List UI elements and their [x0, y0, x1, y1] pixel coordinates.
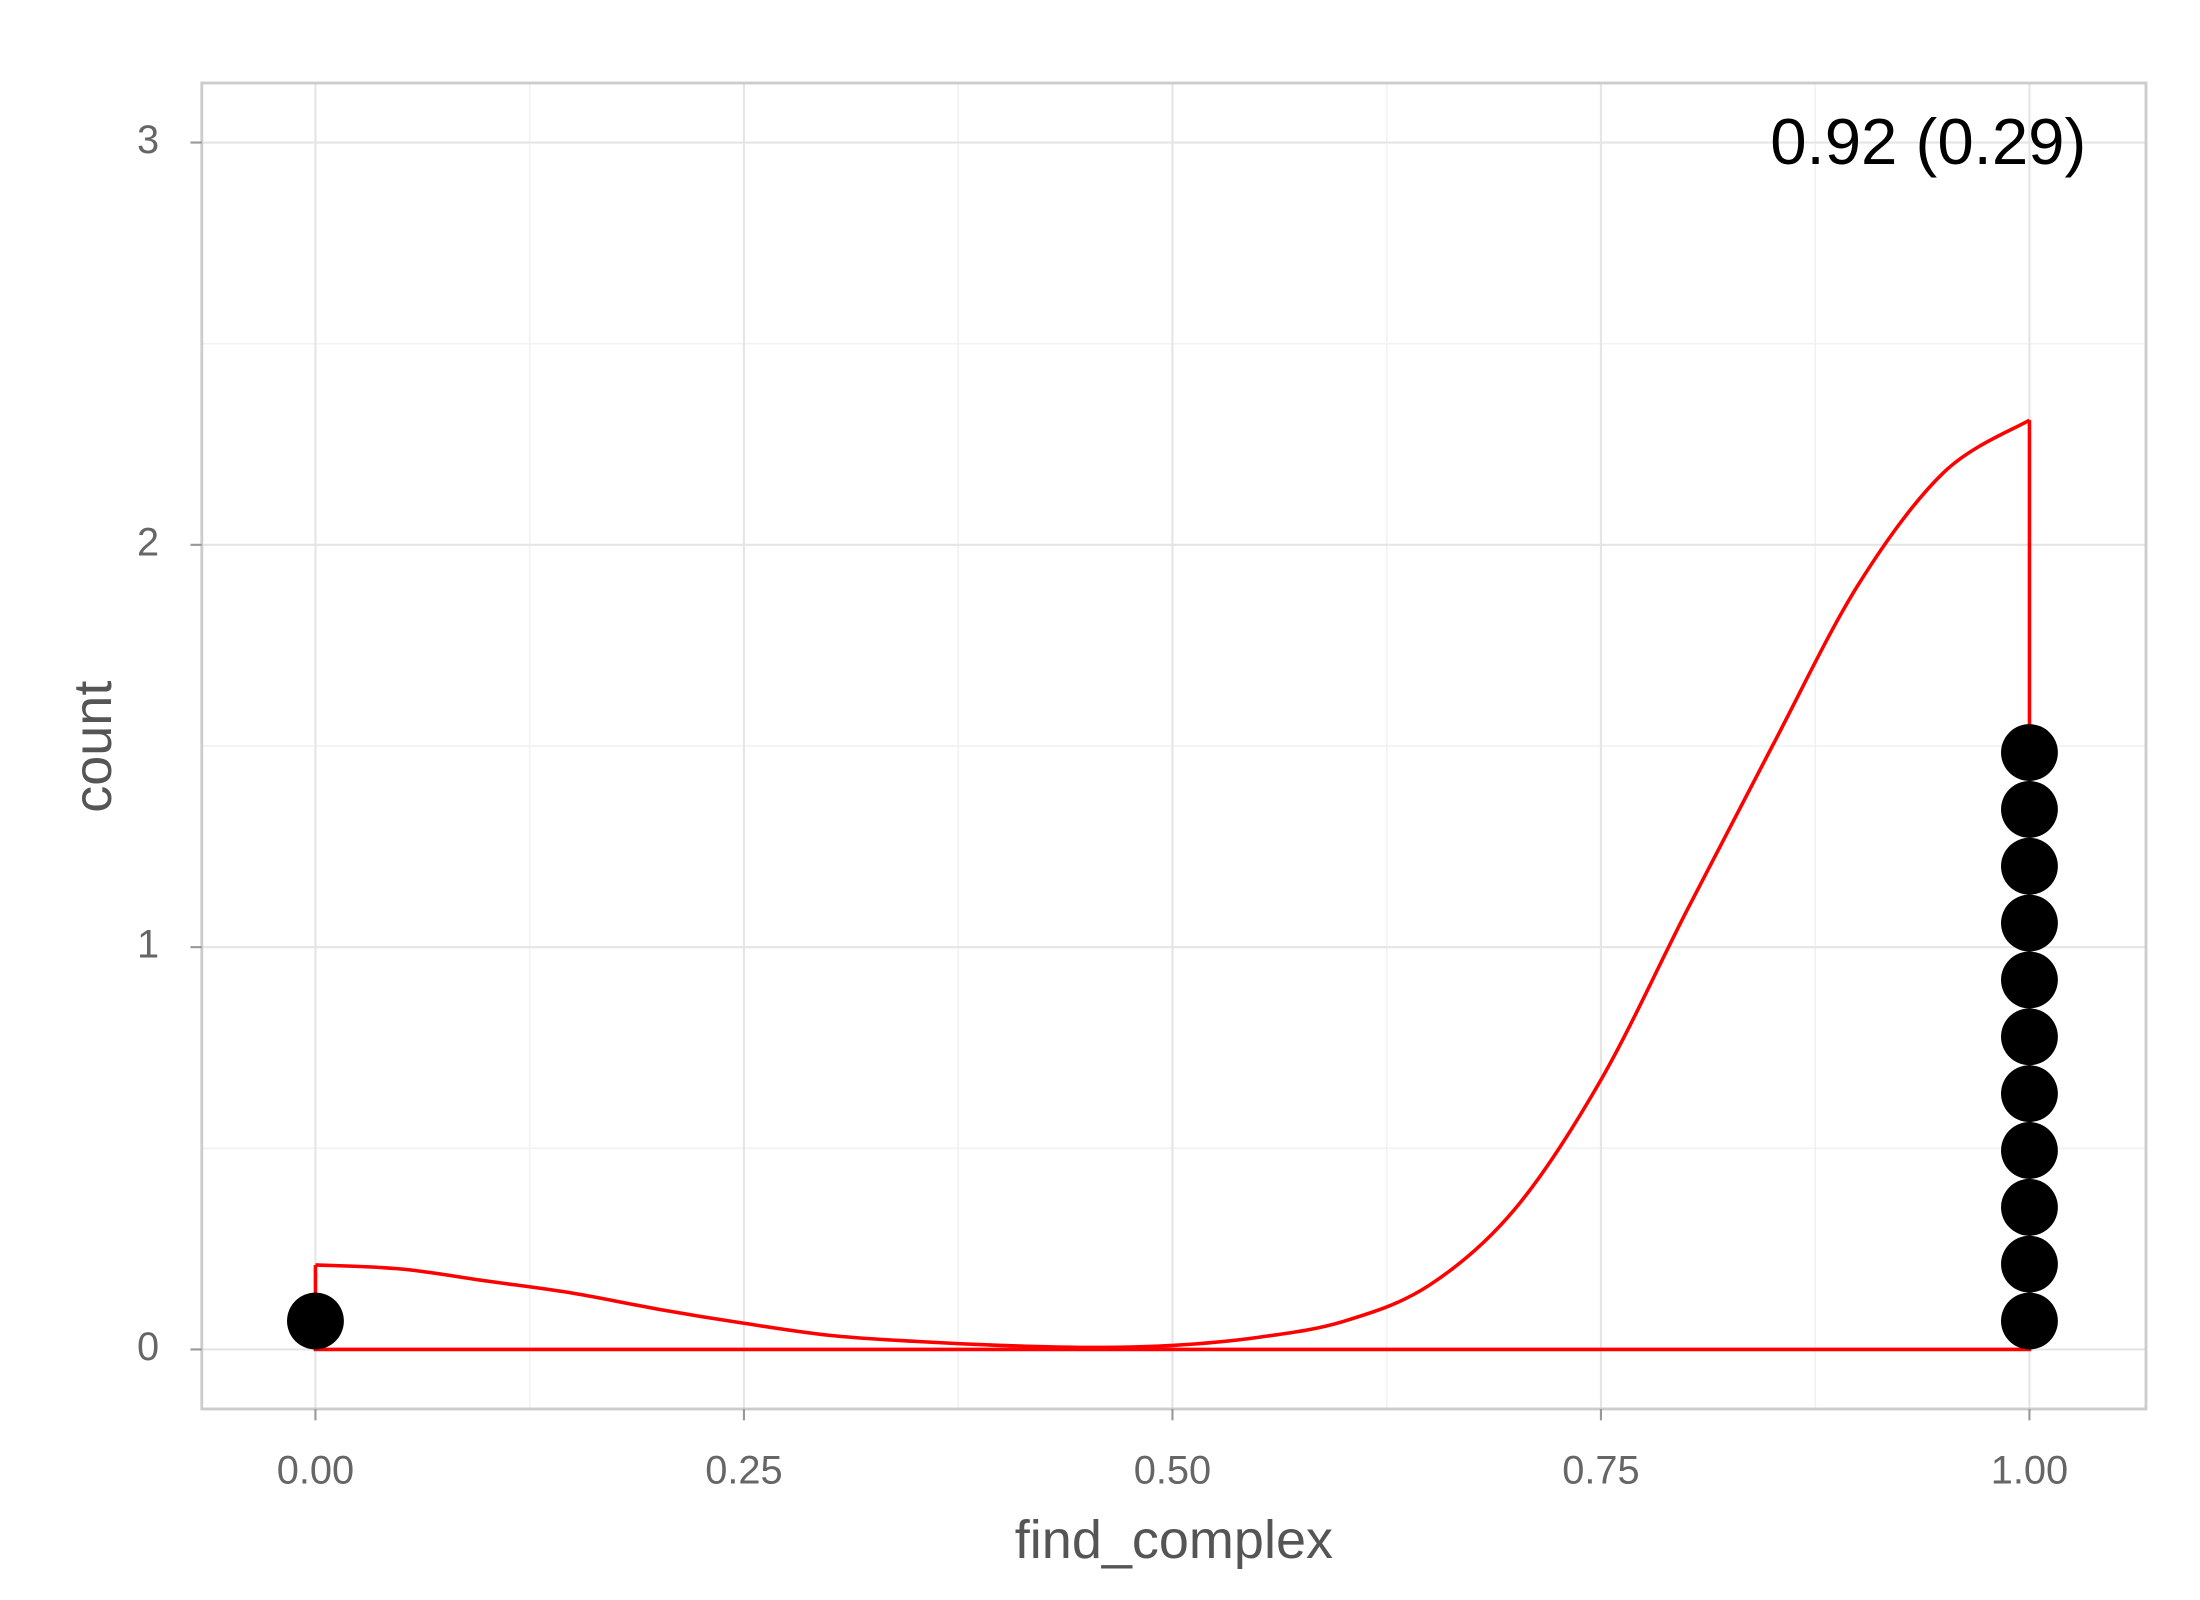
y-tick-label: 0: [137, 1325, 159, 1369]
annotation: 0.92 (0.29): [1770, 105, 2086, 178]
dot: [2001, 894, 2058, 952]
x-axis-title: find_complex: [1015, 1510, 1333, 1570]
dot: [2001, 1008, 2058, 1066]
dot: [2001, 1235, 2058, 1293]
dot: [2001, 837, 2058, 895]
y-tick-label: 2: [137, 520, 159, 564]
x-tick-label: 0.25: [705, 1448, 782, 1492]
marks: [287, 418, 2058, 1352]
x-tick-label: 0.00: [277, 1448, 354, 1492]
dot: [2001, 1292, 2058, 1350]
dot: [2001, 951, 2058, 1009]
dot: [2001, 724, 2058, 781]
x-tick-label: 0.50: [1134, 1448, 1211, 1492]
dot: [287, 1292, 344, 1350]
dot: [2001, 1178, 2058, 1236]
dot: [2001, 1122, 2058, 1179]
y-tick-label: 1: [137, 923, 159, 967]
dot: [2001, 780, 2058, 838]
dot: [2001, 1065, 2058, 1123]
density-curve: [315, 418, 2031, 1350]
x-tick-label: 0.75: [1562, 1448, 1639, 1492]
y-axis-title: count: [63, 681, 123, 813]
x-tick-label: 1.00: [1991, 1448, 2068, 1492]
y-tick-label: 3: [137, 118, 159, 162]
panel-border: [200, 81, 2148, 1411]
labels: 0.00 0.25 0.50 0.75 1.00 0 1 2 3: [137, 118, 2068, 1492]
